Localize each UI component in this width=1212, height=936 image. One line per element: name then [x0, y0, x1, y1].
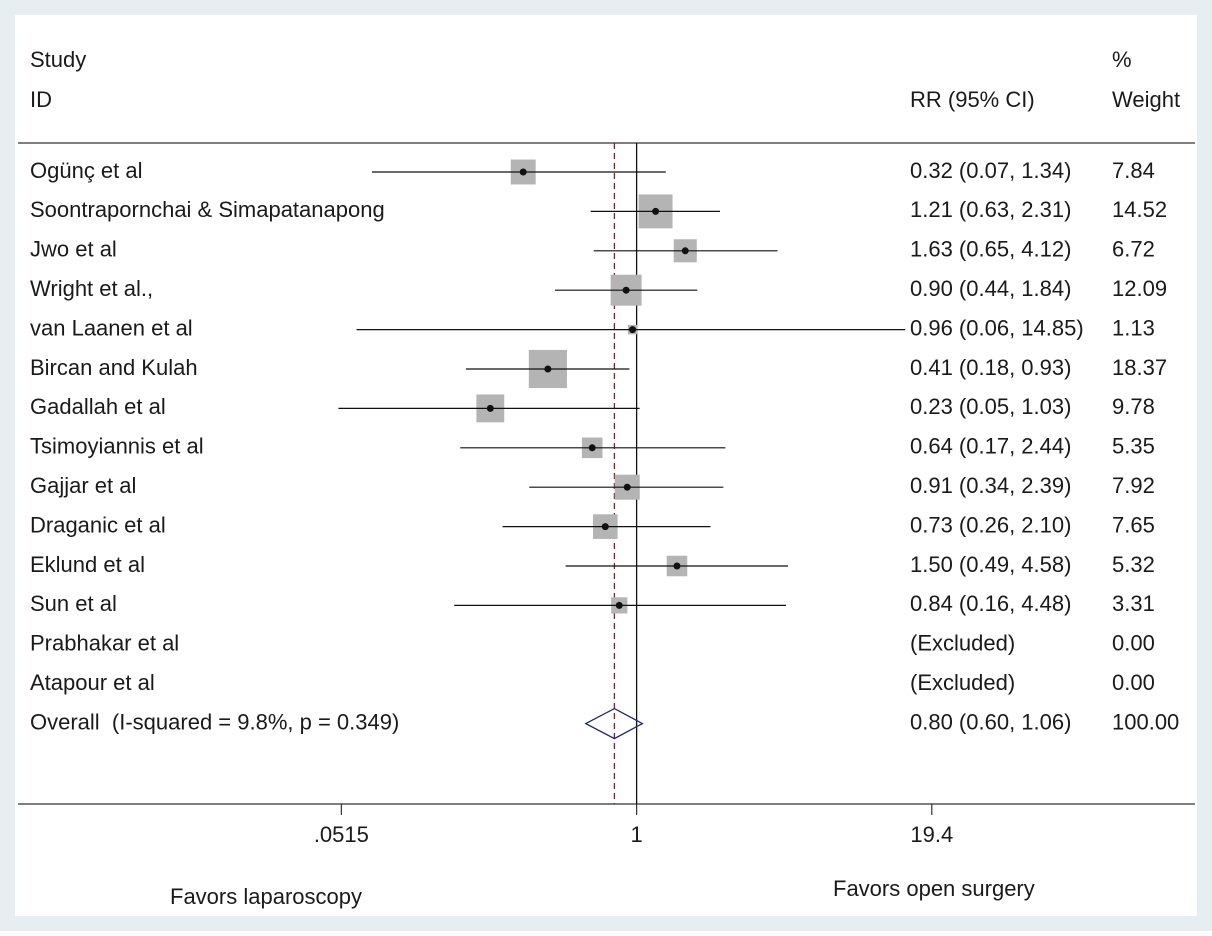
- study-name: Ogünç et al: [30, 158, 143, 183]
- x-tick-label: 1: [630, 822, 642, 847]
- point-estimate: [681, 247, 689, 255]
- weight-label: 0.00: [1112, 631, 1155, 656]
- header-weight: Weight: [1112, 87, 1180, 112]
- study-name: Sun et al: [30, 591, 117, 616]
- weight-label: 5.35: [1112, 434, 1155, 459]
- weight-label: 0.00: [1112, 670, 1155, 695]
- study-name: Bircan and Kulah: [30, 355, 198, 380]
- weight-label: 7.84: [1112, 158, 1155, 183]
- ci-label: 0.84 (0.16, 4.48): [910, 591, 1071, 616]
- overall-diamond: [584, 707, 644, 740]
- weight-label: 14.52: [1112, 197, 1167, 222]
- weight-label: 7.65: [1112, 512, 1155, 537]
- point-estimate: [601, 523, 609, 531]
- weight-label: 3.31: [1112, 591, 1155, 616]
- overall-weight-label: 100.00: [1112, 709, 1179, 734]
- point-estimate: [544, 365, 552, 373]
- weight-label: 6.72: [1112, 237, 1155, 262]
- ci-label: (Excluded): [910, 670, 1015, 695]
- study-name: Wright et al.,: [30, 276, 153, 301]
- x-tick-label: .0515: [314, 822, 369, 847]
- ci-label: 0.73 (0.26, 2.10): [910, 512, 1071, 537]
- weight-label: 5.32: [1112, 552, 1155, 577]
- point-estimate: [629, 326, 637, 334]
- ci-label: 0.32 (0.07, 1.34): [910, 158, 1071, 183]
- overall-name: Overall (I-squared = 9.8%, p = 0.349): [30, 709, 399, 734]
- plot-background: [15, 15, 1197, 916]
- study-name: Gajjar et al: [30, 473, 136, 498]
- point-estimate: [652, 207, 660, 215]
- study-name: van Laanen et al: [30, 315, 193, 340]
- point-estimate: [623, 483, 631, 491]
- point-estimate: [486, 404, 494, 412]
- ci-label: 0.41 (0.18, 0.93): [910, 355, 1071, 380]
- study-name: Jwo et al: [30, 237, 117, 262]
- ci-label: 0.96 (0.06, 14.85): [910, 315, 1084, 340]
- ci-label: 0.23 (0.05, 1.03): [910, 394, 1071, 419]
- overall-ci-label: 0.80 (0.60, 1.06): [910, 709, 1071, 734]
- weight-label: 1.13: [1112, 315, 1155, 340]
- point-estimate: [615, 601, 623, 609]
- weight-label: 18.37: [1112, 355, 1167, 380]
- study-name: Prabhakar et al: [30, 631, 179, 656]
- study-name: Draganic et al: [30, 512, 166, 537]
- ci-label: (Excluded): [910, 631, 1015, 656]
- header-percent: %: [1112, 47, 1132, 72]
- ci-label: 0.64 (0.17, 2.44): [910, 434, 1071, 459]
- header-effect: RR (95% CI): [910, 87, 1035, 112]
- ci-label: 0.90 (0.44, 1.84): [910, 276, 1071, 301]
- ci-label: 1.50 (0.49, 4.58): [910, 552, 1071, 577]
- x-tick-label: 19.4: [910, 822, 953, 847]
- weight-label: 9.78: [1112, 394, 1155, 419]
- study-name: Tsimoyiannis et al: [30, 434, 204, 459]
- ci-label: 1.21 (0.63, 2.31): [910, 197, 1071, 222]
- header-id: ID: [30, 87, 52, 112]
- ci-label: 0.91 (0.34, 2.39): [910, 473, 1071, 498]
- ci-label: 1.63 (0.65, 4.12): [910, 237, 1071, 262]
- weight-label: 12.09: [1112, 276, 1167, 301]
- point-estimate: [519, 168, 527, 176]
- study-name: Atapour et al: [30, 670, 155, 695]
- favors-right: Favors open surgery: [833, 876, 1035, 901]
- study-name: Gadallah et al: [30, 394, 166, 419]
- study-name: Eklund et al: [30, 552, 145, 577]
- point-estimate: [622, 286, 630, 294]
- study-name: Soontrapornchai & Simapatanapong: [30, 197, 385, 222]
- point-estimate: [673, 562, 681, 570]
- favors-left: Favors laparoscopy: [170, 884, 362, 909]
- header-study: Study: [30, 47, 86, 72]
- point-estimate: [588, 444, 596, 452]
- weight-label: 7.92: [1112, 473, 1155, 498]
